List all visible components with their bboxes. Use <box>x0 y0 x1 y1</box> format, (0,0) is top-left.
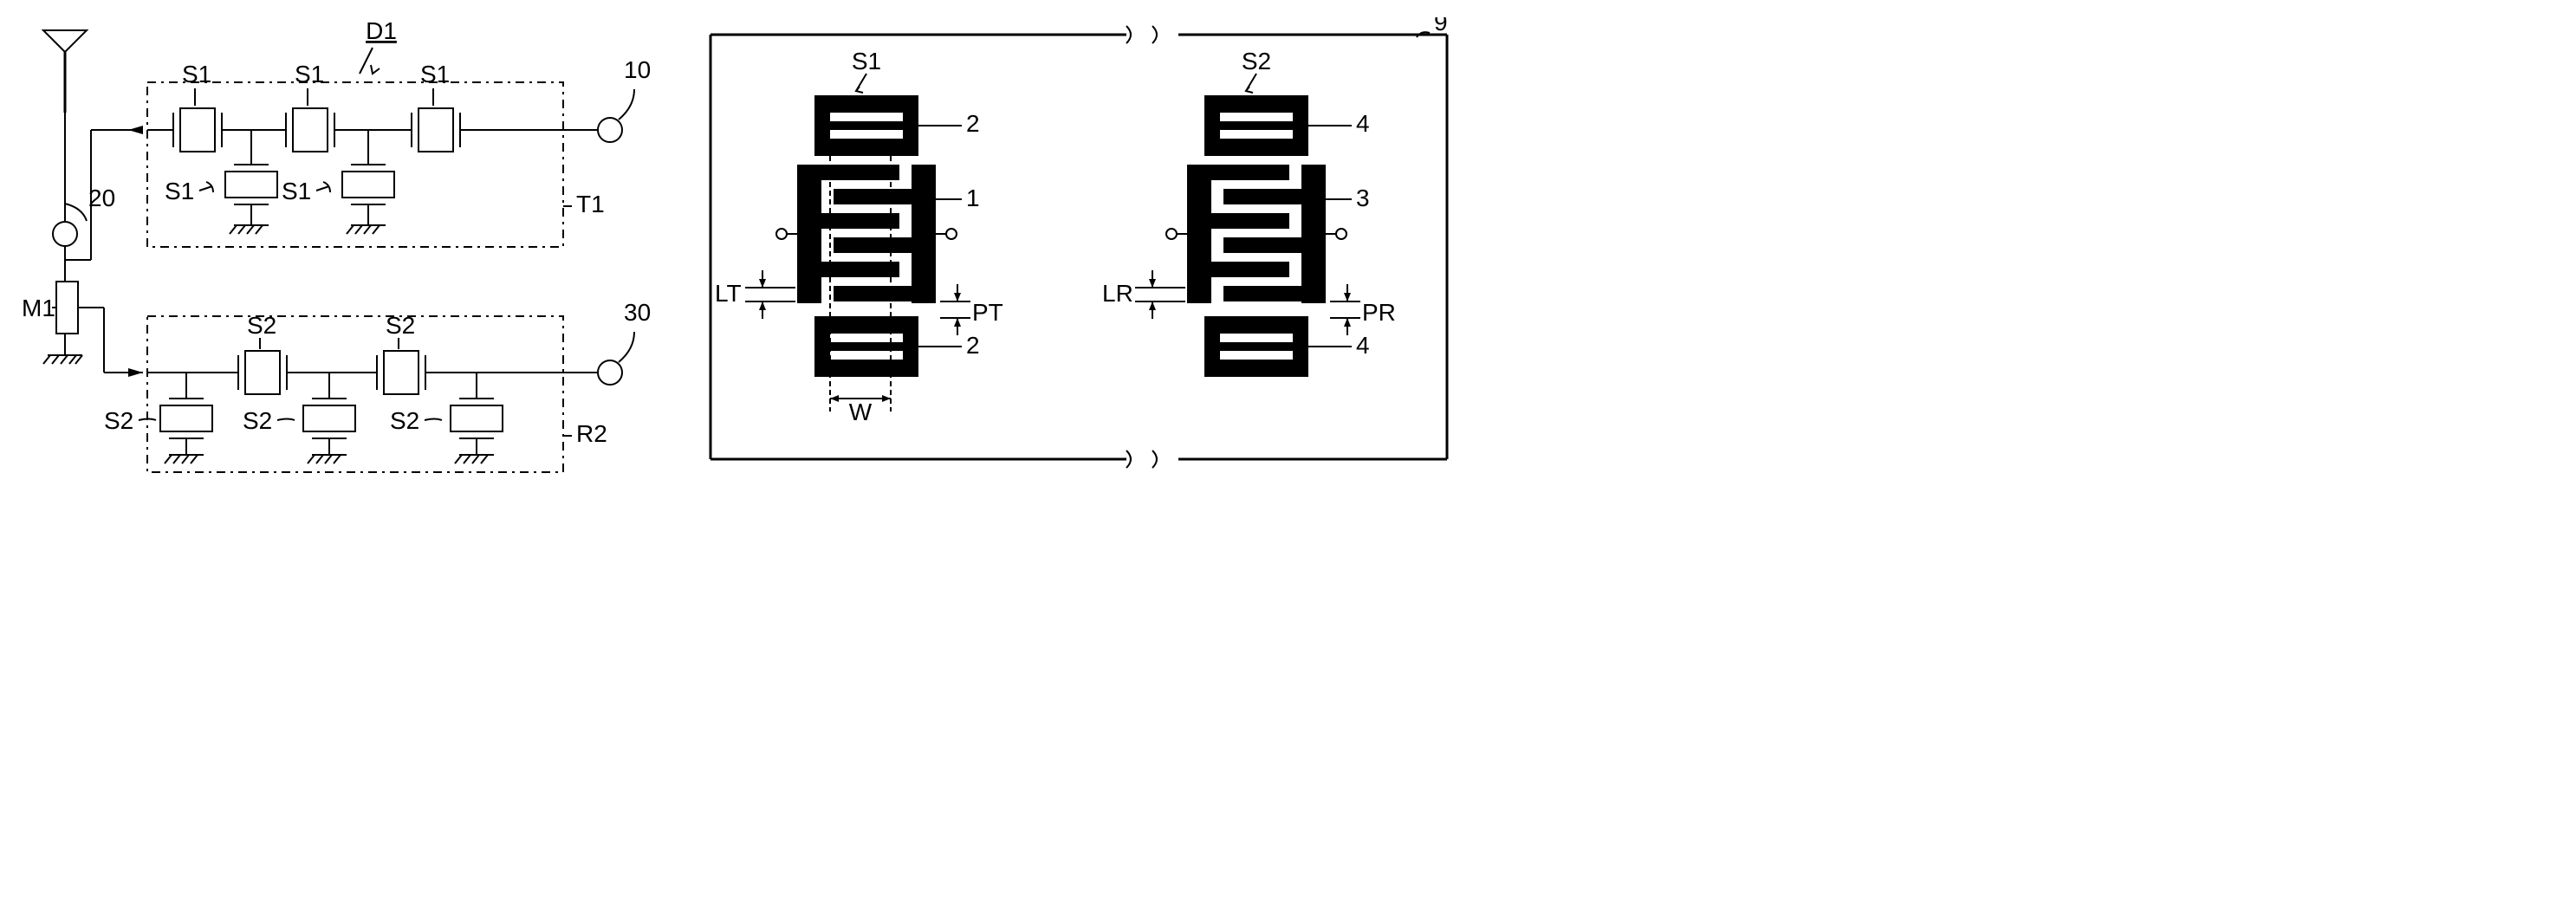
svg-text:S1: S1 <box>852 48 881 75</box>
rx-block-box <box>147 316 563 472</box>
title-d1: D1 <box>366 17 397 44</box>
svg-text:1: 1 <box>966 185 980 211</box>
s2-group: S2 4 3 <box>1102 48 1396 377</box>
s1-reflector-top <box>814 95 918 156</box>
dim-pt: PT <box>940 284 1003 335</box>
svg-text:S2: S2 <box>386 312 415 339</box>
svg-text:4: 4 <box>1356 110 1370 137</box>
label-30: 30 <box>624 299 651 326</box>
svg-text:S1: S1 <box>420 61 450 88</box>
svg-text:S2: S2 <box>243 407 272 434</box>
label-r2: R2 <box>576 420 607 447</box>
port-antenna <box>53 222 77 246</box>
diagram-container: D1 20 M1 T1 <box>17 17 2559 476</box>
title-arrow <box>360 48 380 74</box>
svg-text:3: 3 <box>1356 185 1370 211</box>
lead-20 <box>65 204 87 221</box>
svg-text:4: 4 <box>1356 332 1370 359</box>
tx-series-chain: S1 S1 S1 <box>147 61 563 152</box>
svg-text:S2: S2 <box>104 407 133 434</box>
svg-text:2: 2 <box>966 332 980 359</box>
label-m1: M1 <box>22 295 55 321</box>
s1-group: S1 2 1 <box>715 48 1003 425</box>
svg-text:S1: S1 <box>165 178 194 204</box>
label-20: 20 <box>88 185 115 211</box>
port-tx <box>598 118 622 142</box>
dim-lr: LR <box>1102 270 1185 319</box>
dim-pr: PR <box>1330 284 1396 335</box>
arrow-tx <box>128 126 143 134</box>
svg-text:PR: PR <box>1362 299 1396 326</box>
resonator-layout: 9 S1 2 1 <box>693 17 1473 476</box>
svg-text:S2: S2 <box>390 407 419 434</box>
dim-lt: LT <box>715 270 795 319</box>
svg-text:S2: S2 <box>247 312 276 339</box>
label-9: 9 <box>1434 17 1448 36</box>
label-10: 10 <box>624 56 651 83</box>
rx-shunt-chain: S2 S2 S2 <box>104 373 503 463</box>
ground-m1 <box>43 355 82 364</box>
tx-shunt-chain: S1 S1 <box>165 130 394 234</box>
svg-text:LR: LR <box>1102 280 1133 307</box>
svg-text:PT: PT <box>972 299 1003 326</box>
label-t1: T1 <box>576 191 605 217</box>
svg-text:LT: LT <box>715 280 742 307</box>
rx-series-chain: S2 S2 <box>147 312 563 394</box>
s1-idt <box>797 165 936 303</box>
port-rx <box>598 360 622 385</box>
circuit-diagram: D1 20 M1 T1 <box>17 17 659 476</box>
svg-text:S1: S1 <box>295 61 324 88</box>
antenna-symbol <box>43 30 87 113</box>
svg-text:W: W <box>849 399 873 425</box>
svg-text:S2: S2 <box>1242 48 1271 75</box>
svg-text:2: 2 <box>966 110 980 137</box>
svg-text:S1: S1 <box>282 178 311 204</box>
matching-block <box>56 282 78 334</box>
arrow-rx <box>128 368 143 377</box>
svg-text:S1: S1 <box>182 61 211 88</box>
